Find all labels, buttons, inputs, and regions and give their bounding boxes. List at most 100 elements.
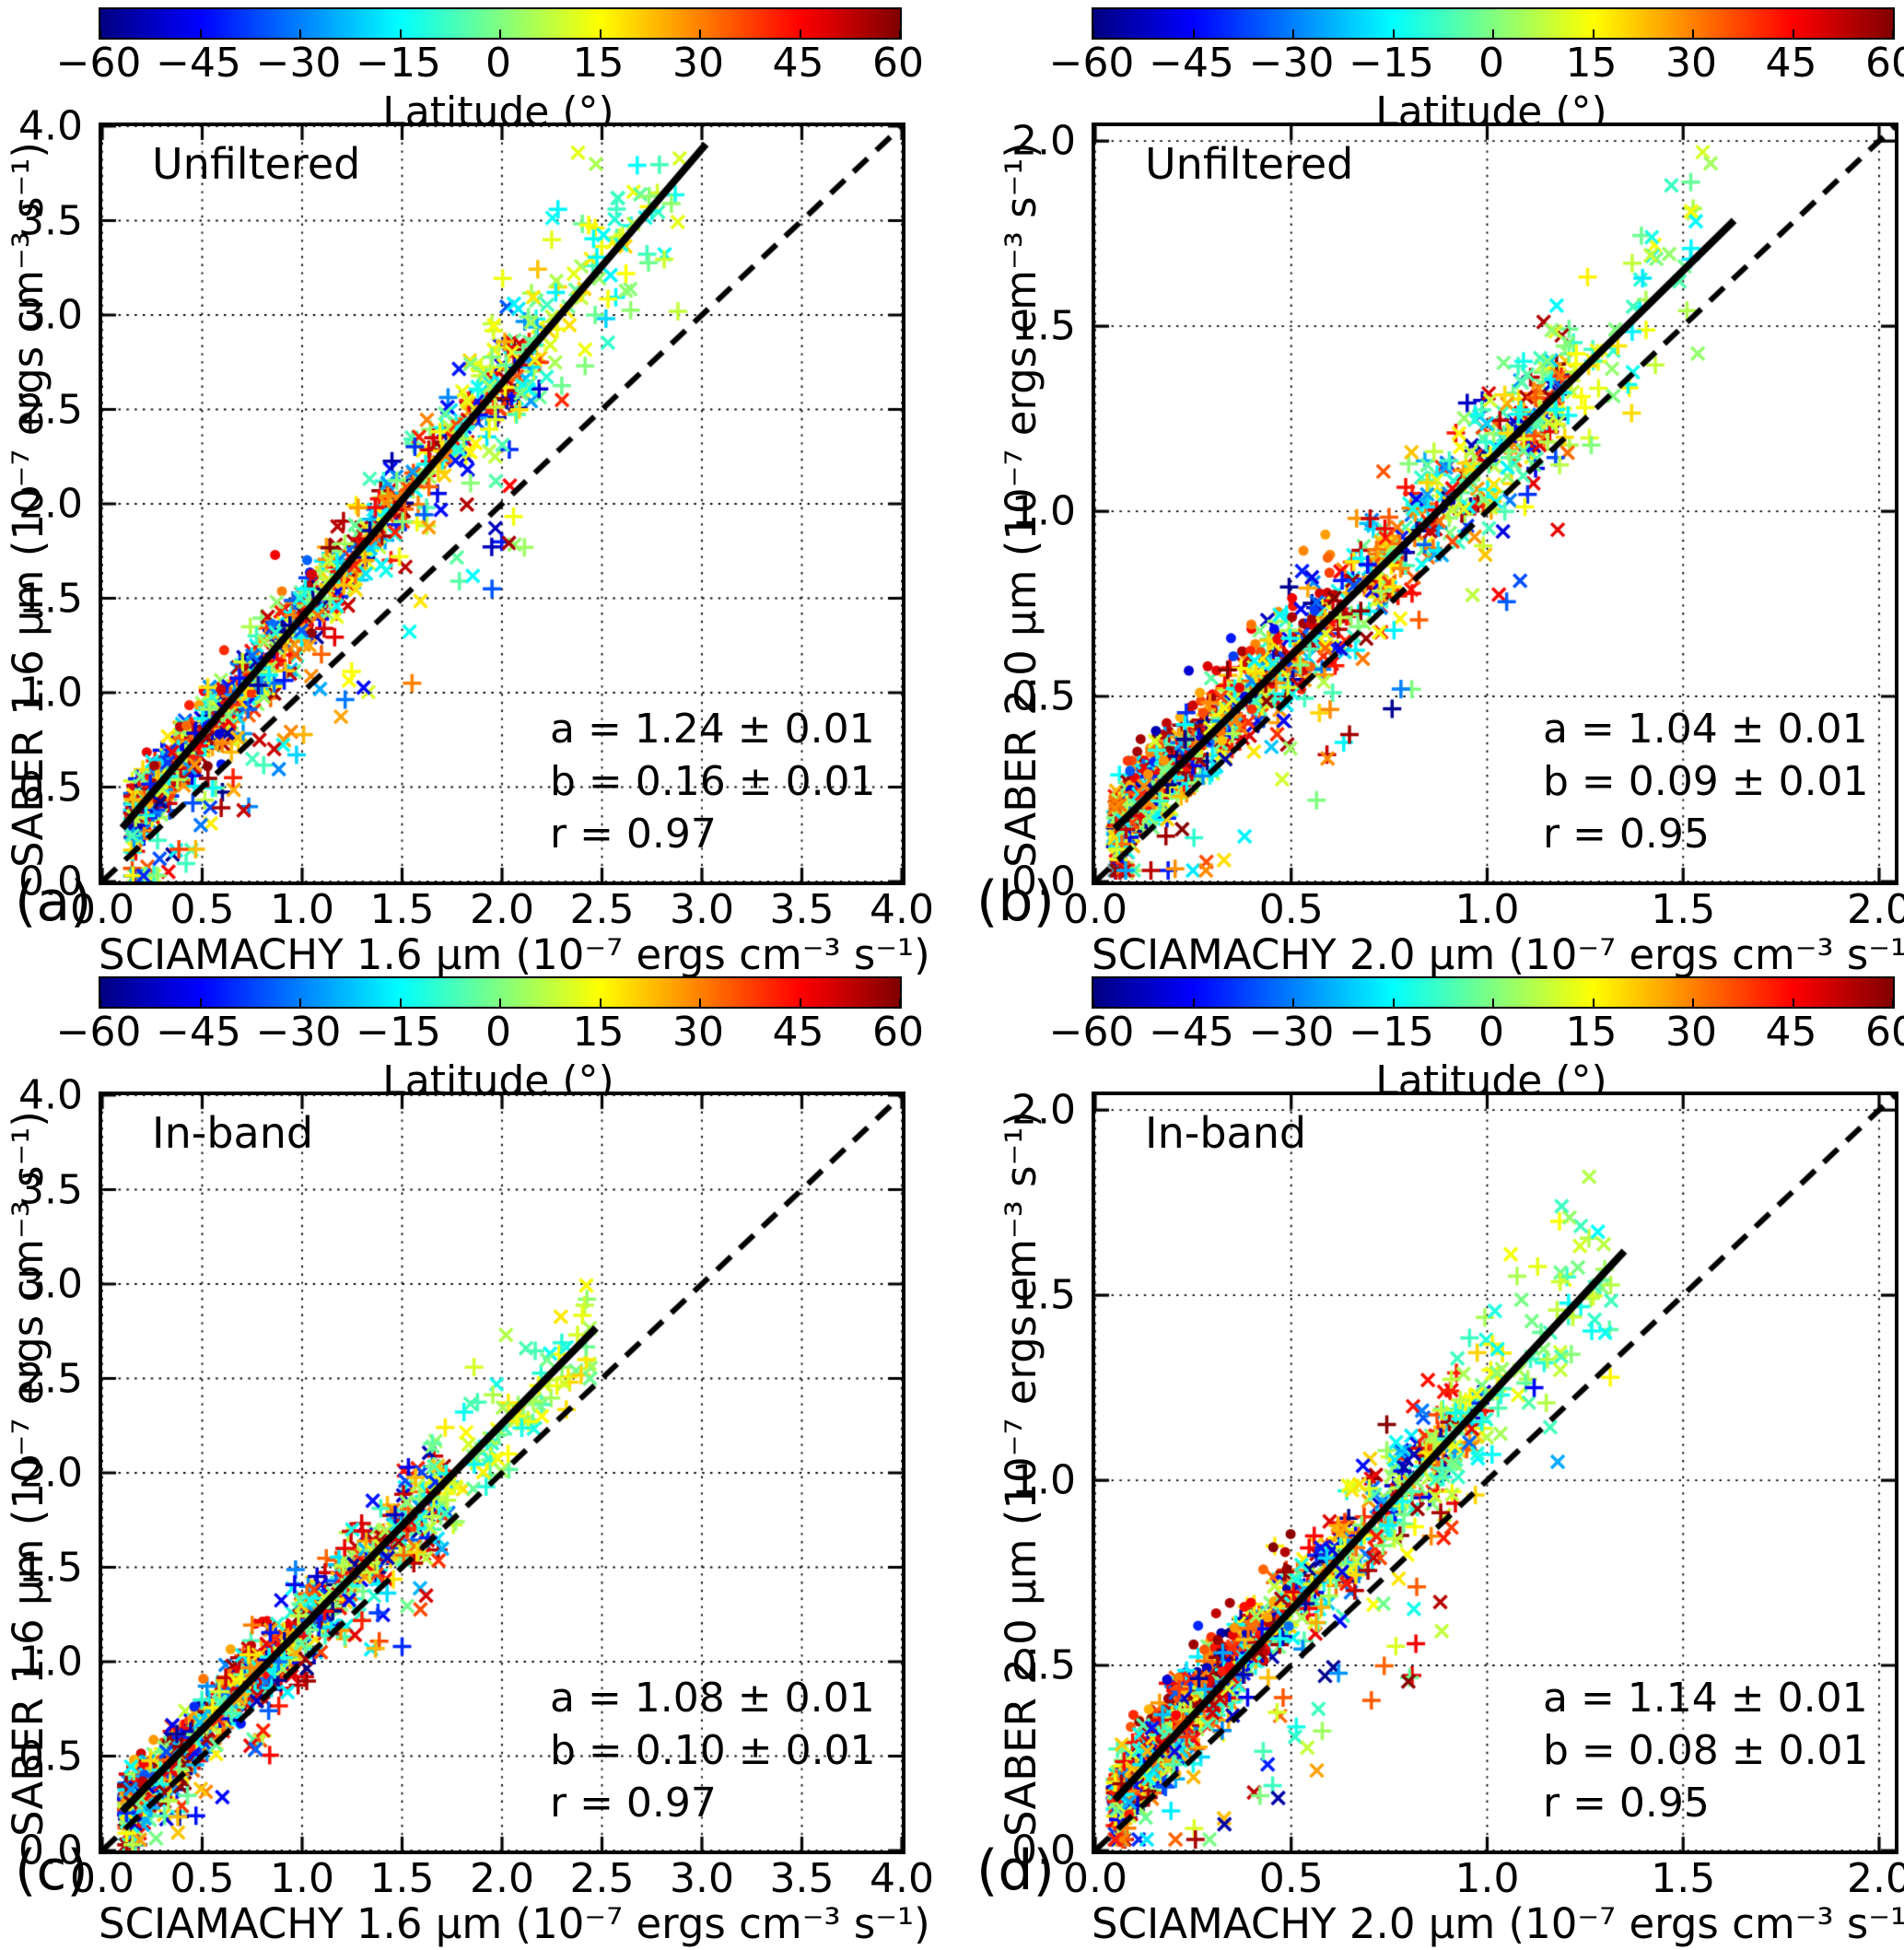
colorbar-tick	[599, 998, 602, 1007]
colorbar-tick-label: 45	[1765, 40, 1817, 87]
condition-label: Unfiltered	[152, 139, 361, 189]
colorbar-tick	[399, 998, 402, 1007]
stat-intercept: b = 0.09 ± 0.01	[1543, 758, 1869, 805]
y-tick-label: 1.0	[1011, 1456, 1076, 1504]
x-axis-label: SCIAMACHY 2.0 μm (10⁻⁷ ergs cm⁻³ s⁻¹)	[1092, 930, 1904, 979]
x-tick-label: 4.0	[870, 1855, 934, 1902]
colorbar-tick	[1692, 29, 1694, 38]
y-tick-label: 1.0	[18, 669, 83, 717]
condition-label: In-band	[152, 1108, 314, 1158]
plot-area: Unfiltered a = 1.04 ± 0.01 b = 0.09 ± 0.…	[1092, 123, 1898, 885]
stat-correlation: r = 0.97	[550, 811, 717, 858]
x-tick-label: 1.0	[1454, 1855, 1520, 1902]
colorbar-tick-label: 0	[1478, 1009, 1504, 1056]
stat-intercept: b = 0.16 ± 0.01	[550, 758, 876, 805]
panel-letter: (b)	[976, 870, 1055, 934]
y-tick-label: 4.0	[18, 102, 83, 150]
condition-label: Unfiltered	[1145, 139, 1354, 189]
x-tick-label: 0.5	[169, 886, 235, 933]
colorbar-tick	[1592, 998, 1594, 1007]
y-tick-label: 0.0	[1011, 858, 1076, 905]
colorbar-tick-labels: −60 −45 −30 −15 0 15 30 45 60	[1049, 1009, 1904, 1056]
colorbar-tick	[1392, 29, 1395, 38]
colorbar-tick-label: −30	[255, 40, 342, 87]
colorbar-tick-label: −60	[1048, 1009, 1135, 1056]
x-tick-label: 0.5	[1258, 886, 1324, 933]
colorbar-tick-label: 60	[872, 1009, 924, 1056]
scatter-canvas	[1095, 126, 1895, 882]
colorbar-tick-label: 30	[672, 40, 724, 87]
plot-area: In-band a = 1.08 ± 0.01 b = 0.10 ± 0.01 …	[99, 1092, 905, 1854]
y-tick-label: 2.5	[18, 386, 83, 433]
x-tick-label: 2.5	[569, 1855, 635, 1902]
y-tick-label: 2.0	[18, 1449, 83, 1497]
y-tick-labels: 0.0 0.5 1.0 1.5 2.0	[993, 1087, 1080, 1874]
colorbar-tick	[899, 29, 901, 38]
y-tick-label: 1.5	[18, 1544, 83, 1591]
y-tick-label: 3.5	[18, 1166, 83, 1213]
colorbar-tick-labels: −60 −45 −30 −15 0 15 30 45 60	[56, 1009, 924, 1056]
y-tick-label: 2.0	[1011, 117, 1076, 165]
colorbar-tick-label: 60	[1865, 1009, 1904, 1056]
colorbar-tick-label: 45	[772, 40, 824, 87]
y-tick-label: 3.0	[18, 1260, 83, 1308]
scatter-canvas	[102, 126, 902, 882]
colorbar-tick-label: −15	[356, 40, 441, 87]
fit-stats: a = 1.08 ± 0.01 b = 0.10 ± 0.01 r = 0.97	[550, 1672, 876, 1829]
x-tick-label: 3.0	[670, 886, 734, 933]
latitude-colorbar	[99, 976, 902, 1009]
y-tick-label: 1.0	[1011, 487, 1076, 535]
colorbar-tick	[599, 29, 602, 38]
x-tick-label: 2.0	[470, 1855, 534, 1902]
panel-letter: (d)	[976, 1839, 1055, 1903]
panel-a: −60 −45 −30 −15 0 15 30 45 60 Latitude (°) SABER…	[0, 0, 952, 979]
colorbar-tick	[1892, 998, 1894, 1007]
x-tick-label: 0.5	[1258, 1855, 1324, 1902]
colorbar-tick-label: −45	[1149, 1009, 1234, 1056]
stat-intercept: b = 0.10 ± 0.01	[550, 1727, 876, 1774]
x-tick-label: 2.0	[470, 886, 534, 933]
colorbar-tick	[699, 29, 701, 38]
colorbar-tick	[1192, 29, 1195, 38]
colorbar-tick-label: −45	[1149, 40, 1234, 87]
fit-stats: a = 1.24 ± 0.01 b = 0.16 ± 0.01 r = 0.97	[550, 703, 876, 860]
y-tick-label: 1.0	[18, 1638, 83, 1686]
colorbar-tick	[1592, 29, 1594, 38]
y-tick-label: 0.5	[1011, 672, 1076, 720]
colorbar-tick-label: −30	[1248, 40, 1335, 87]
y-tick-label: 4.0	[18, 1071, 83, 1119]
stat-correlation: r = 0.97	[550, 1780, 717, 1827]
x-tick-label: 2.0	[1846, 1855, 1904, 1902]
latitude-colorbar	[99, 7, 902, 40]
fit-stats: a = 1.14 ± 0.01 b = 0.08 ± 0.01 r = 0.95	[1543, 1672, 1869, 1829]
y-tick-labels: 0.0 0.5 1.0 1.5 2.0	[993, 118, 1080, 905]
colorbar-tick-label: −30	[255, 1009, 342, 1056]
y-tick-label: 2.0	[1011, 1086, 1076, 1134]
fit-stats: a = 1.04 ± 0.01 b = 0.09 ± 0.01 r = 0.95	[1543, 703, 1869, 860]
x-tick-label: 0.0	[1063, 1855, 1127, 1902]
x-tick-label: 3.5	[769, 886, 835, 933]
colorbar-tick-label: 45	[772, 1009, 824, 1056]
x-axis-label: SCIAMACHY 2.0 μm (10⁻⁷ ergs cm⁻³ s⁻¹)	[1092, 1899, 1904, 1948]
colorbar-tick	[199, 998, 202, 1007]
x-tick-label: 0.0	[1063, 886, 1127, 933]
colorbar-tick-label: 60	[1865, 40, 1904, 87]
colorbar-tick-label: 30	[1665, 40, 1717, 87]
stat-correlation: r = 0.95	[1543, 1780, 1710, 1827]
colorbar-tick	[299, 29, 301, 38]
x-tick-labels: 0.0 0.5 1.0 1.5 2.0	[1063, 886, 1904, 933]
colorbar-tick-label: 60	[872, 40, 924, 87]
y-tick-label: 1.5	[18, 575, 83, 622]
plot-area: In-band a = 1.14 ± 0.01 b = 0.08 ± 0.01 …	[1092, 1092, 1898, 1854]
colorbar-tick	[499, 29, 501, 38]
colorbar-tick	[1292, 29, 1294, 38]
colorbar-tick	[299, 998, 301, 1007]
colorbar-tick	[1392, 998, 1395, 1007]
panel-c: −60 −45 −30 −15 0 15 30 45 60 Latitude (°) SABER…	[0, 969, 952, 1948]
panel-letter: (a)	[15, 870, 92, 934]
stat-slope: a = 1.14 ± 0.01	[1543, 1675, 1868, 1722]
colorbar-tick-label: −15	[356, 1009, 441, 1056]
colorbar-tick	[1792, 998, 1794, 1007]
